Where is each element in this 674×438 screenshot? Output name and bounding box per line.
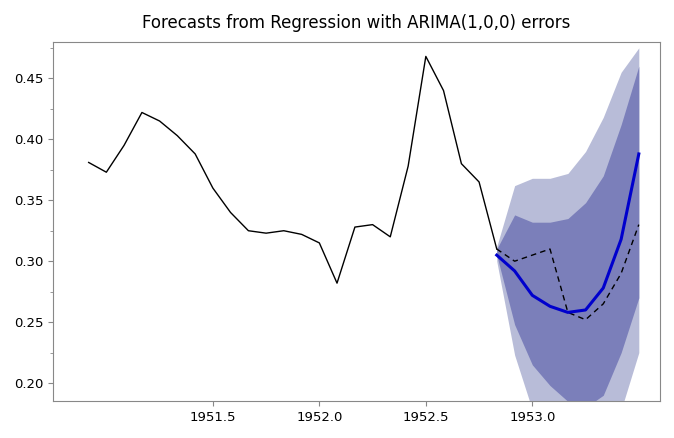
Title: Forecasts from Regression with ARIMA(1,0,0) errors: Forecasts from Regression with ARIMA(1,0…	[142, 14, 571, 32]
